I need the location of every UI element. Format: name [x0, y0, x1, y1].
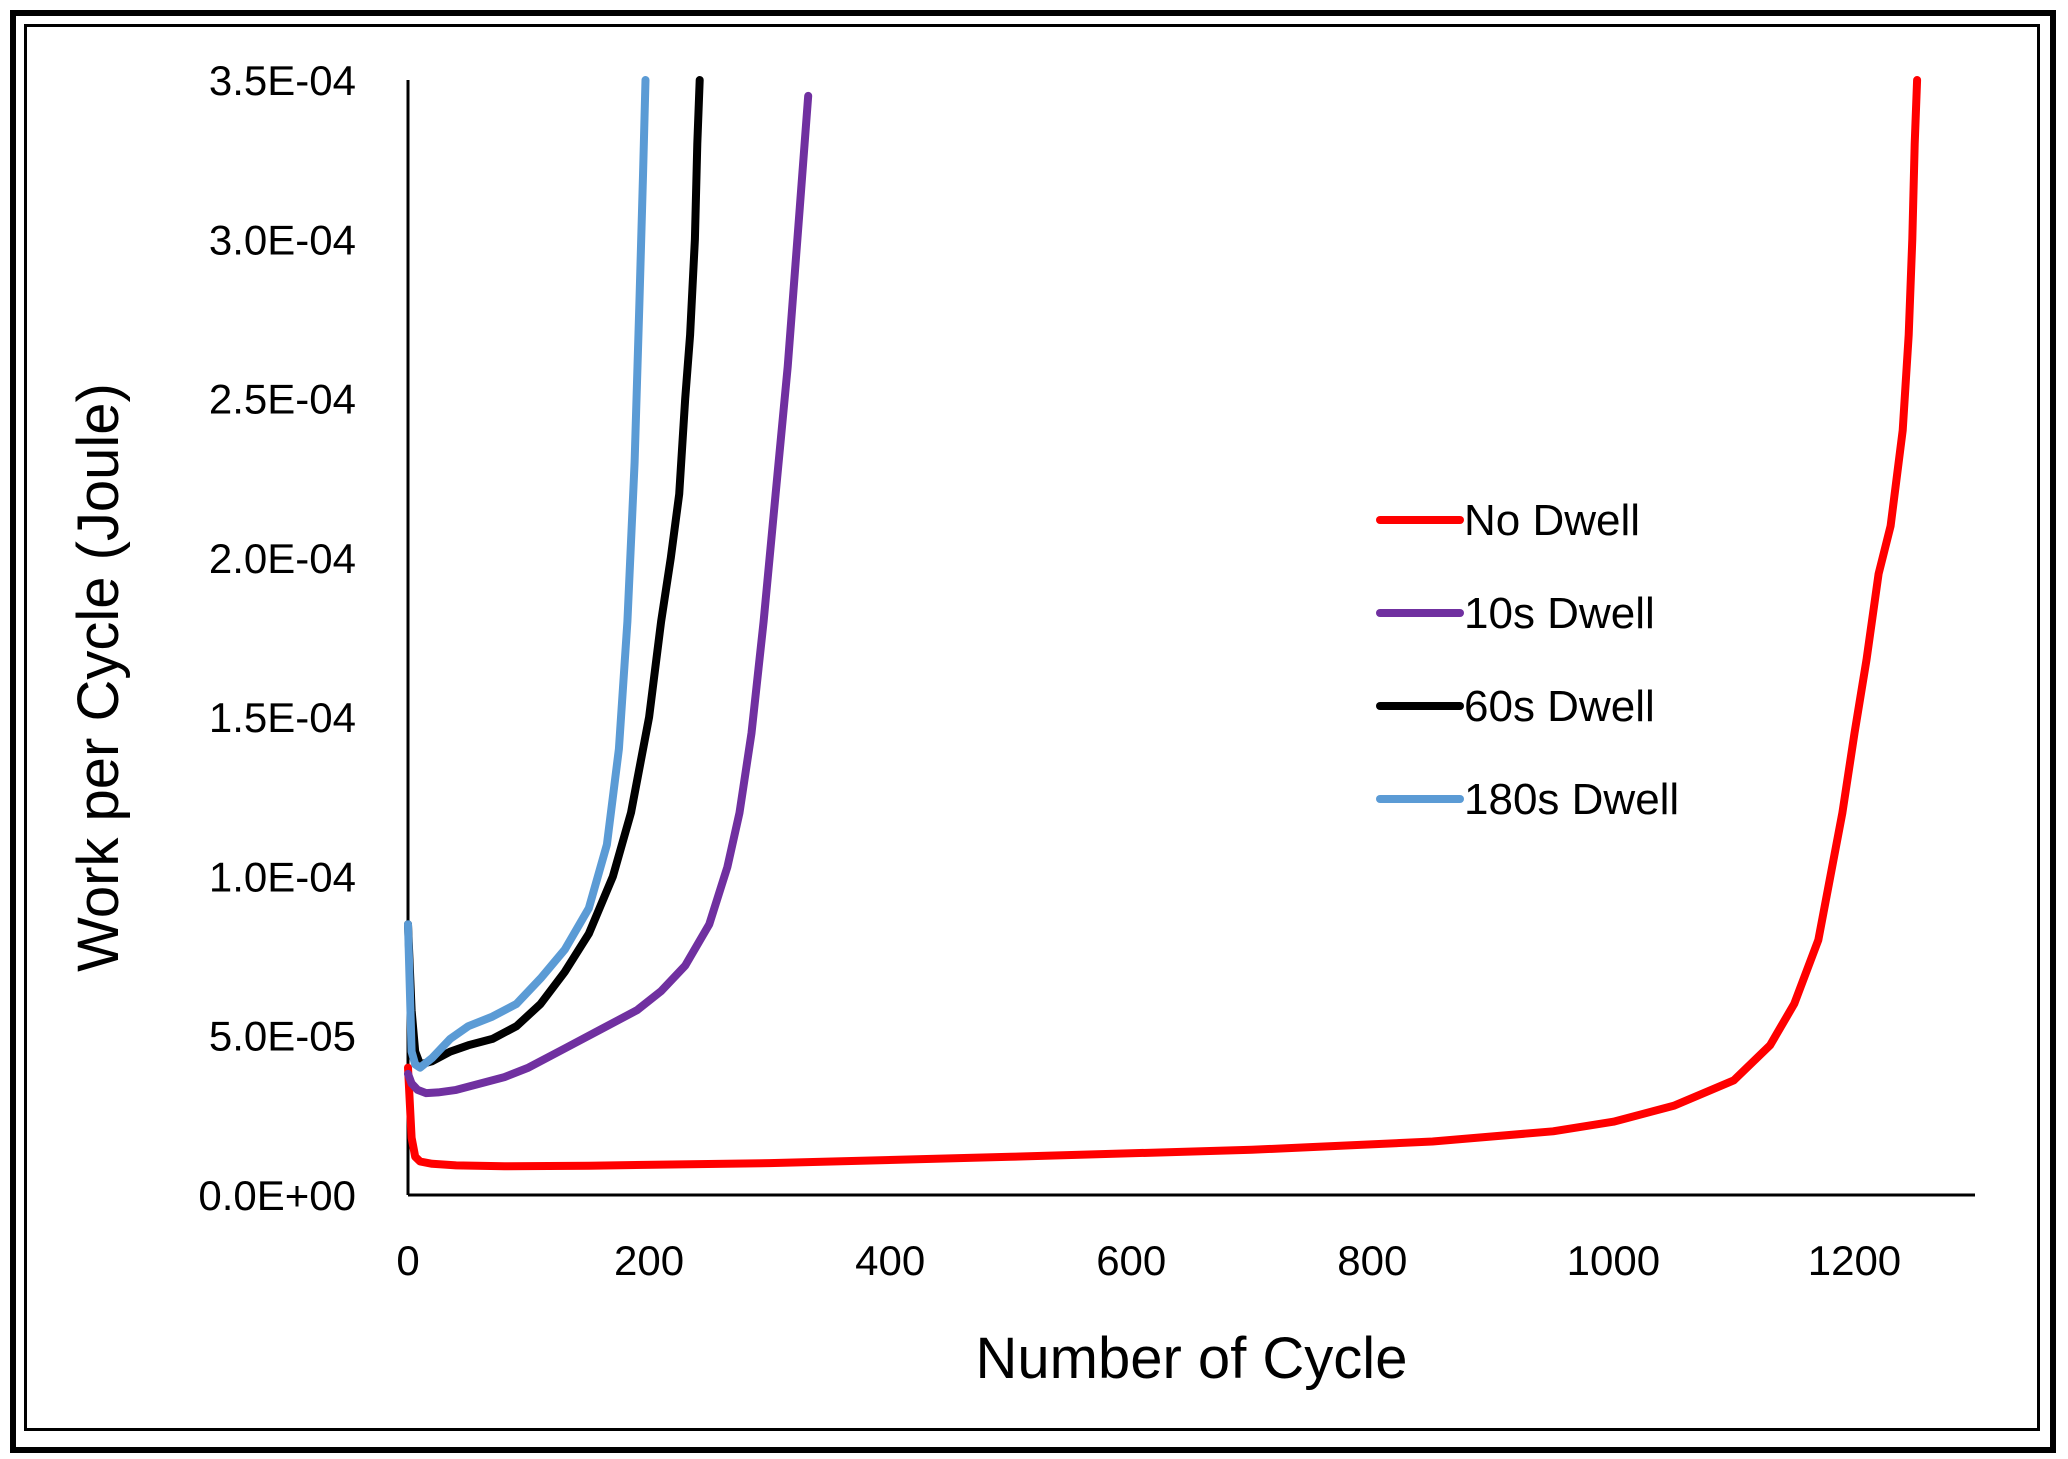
legend-label: No Dwell [1464, 496, 1640, 545]
x-tick-label: 0 [396, 1237, 419, 1284]
series-line-no-dwell [404, 76, 1922, 1171]
legend: No Dwell 10s Dwell 60s Dwell 180s Dwell [1376, 496, 1679, 824]
y-tick-label: 1.5E-04 [209, 694, 356, 741]
x-tick-label: 400 [855, 1237, 925, 1284]
y-tick-label: 3.0E-04 [209, 216, 356, 263]
x-tick-label: 600 [1096, 1237, 1166, 1284]
x-tick-label: 800 [1337, 1237, 1407, 1284]
legend-label: 60s Dwell [1464, 682, 1655, 731]
outer-border [10, 10, 2056, 1453]
y-tick-labels: 0.0E+00 5.0E-05 1.0E-04 1.5E-04 2.0E-04 2.5E-… [198, 57, 356, 1219]
series-line-10s-dwell [404, 91, 813, 1098]
inner-border [24, 24, 2040, 1431]
x-tick-label: 1200 [1808, 1237, 1901, 1284]
series-line-60s-dwell [404, 76, 704, 1069]
x-tick-label: 1000 [1567, 1237, 1660, 1284]
y-tick-label: 0.0E+00 [198, 1172, 356, 1219]
y-tick-label: 3.5E-04 [209, 57, 356, 104]
series-lines [404, 76, 1922, 1171]
y-tick-label: 5.0E-05 [209, 1013, 356, 1060]
y-tick-label: 2.0E-04 [209, 535, 356, 582]
legend-label: 10s Dwell [1464, 589, 1655, 638]
y-tick-label: 2.5E-04 [209, 376, 356, 423]
x-axis-title: Number of Cycle [976, 1326, 1408, 1391]
x-tick-label: 200 [614, 1237, 684, 1284]
legend-label: 180s Dwell [1464, 775, 1679, 824]
series-line-180s-dwell [404, 76, 650, 1072]
x-tick-labels: 0 200 400 600 800 1000 1200 [396, 1237, 1901, 1284]
y-axis-title: Work per Cycle (Joule) [66, 383, 131, 972]
y-tick-label: 1.0E-04 [209, 853, 356, 900]
